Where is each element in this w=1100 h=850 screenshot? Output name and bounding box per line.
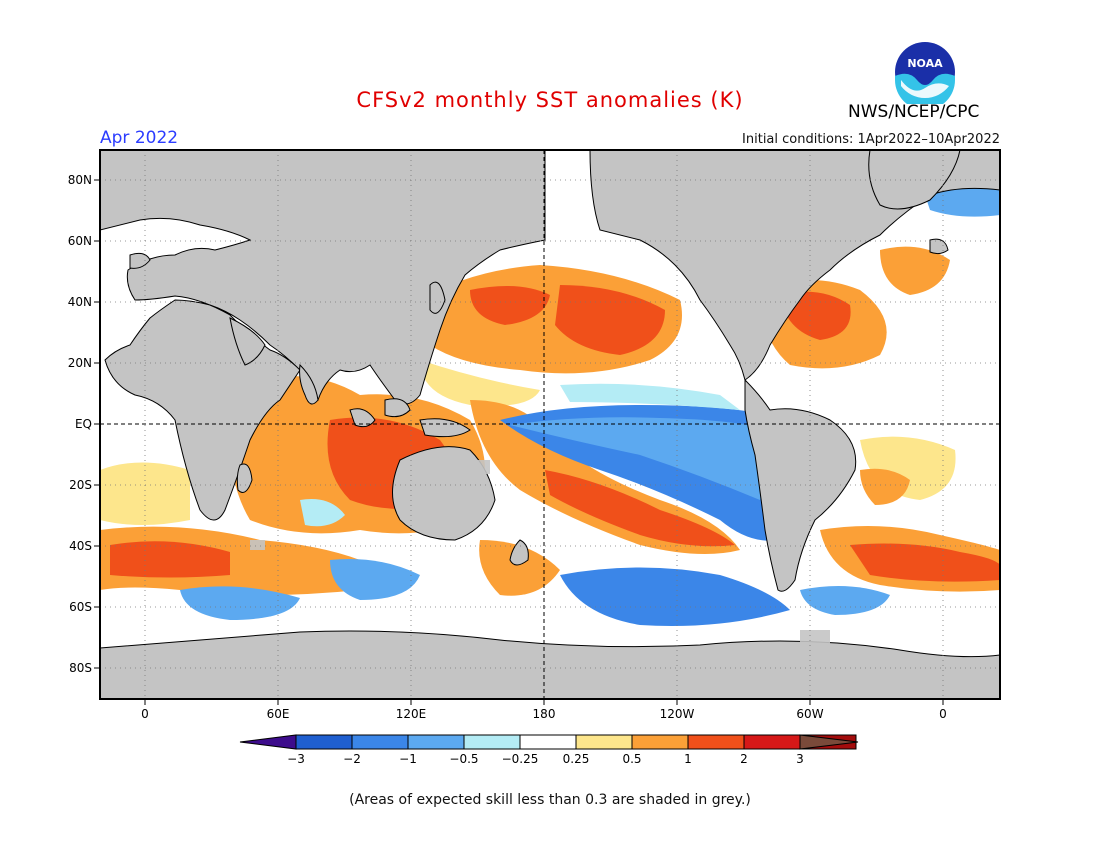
colorbar-label: −1: [399, 752, 417, 766]
latitude-labels: 80N 60N 40N 20N EQ 20S 40S 60S 80S: [68, 173, 92, 675]
colorbar-swatch: [351, 734, 409, 750]
colorbar-swatch: [463, 734, 521, 750]
colorbar-legend: [239, 734, 859, 750]
lat-label: 80S: [69, 661, 92, 675]
colorbar-label: −3: [287, 752, 305, 766]
skill-footnote: (Areas of expected skill less than 0.3 a…: [349, 792, 751, 808]
lat-label: 40S: [69, 539, 92, 553]
colorbar-label: 2: [740, 752, 748, 766]
colorbar-labels: −3 −2 −1 −0.5 −0.25 0.25 0.5 1 2 3: [287, 752, 804, 766]
lat-label: EQ: [75, 417, 92, 431]
lon-label: 180: [533, 707, 556, 721]
lat-label: 60N: [68, 234, 92, 248]
colorbar-label: −2: [343, 752, 361, 766]
lat-label: 80N: [68, 173, 92, 187]
colorbar-label: 3: [796, 752, 804, 766]
colorbar-label: 1: [684, 752, 692, 766]
colorbar-swatch: [687, 734, 745, 750]
agency-label: NWS/NCEP/CPC: [848, 102, 980, 122]
colorbar-swatch: [519, 734, 577, 750]
logo-text: NOAA: [907, 57, 943, 70]
map-title: CFSv2 monthly SST anomalies (K): [356, 88, 744, 112]
colorbar-right-arrow: [799, 734, 859, 750]
land-masses: [100, 150, 1000, 699]
colorbar-label: 0.5: [622, 752, 641, 766]
colorbar-swatch: [631, 734, 689, 750]
lon-label: 120W: [660, 707, 695, 721]
lon-label: 60E: [267, 707, 290, 721]
lat-label: 60S: [69, 600, 92, 614]
colorbar-swatch: [295, 734, 353, 750]
colorbar-swatch: [407, 734, 465, 750]
colorbar-label: 0.25: [563, 752, 590, 766]
colorbar-swatch: [743, 734, 801, 750]
lon-label: 0: [939, 707, 947, 721]
lat-label: 20S: [69, 478, 92, 492]
reference-lines: [100, 150, 1000, 699]
lat-label: 40N: [68, 295, 92, 309]
lon-label: 0: [141, 707, 149, 721]
colorbar-label: −0.5: [449, 752, 478, 766]
graticule: [100, 150, 1000, 699]
lon-label: 120E: [396, 707, 427, 721]
noaa-logo-icon: NOAA: [894, 41, 956, 104]
colorbar-left-arrow: [239, 734, 297, 750]
colorbar-swatch: [575, 734, 633, 750]
lon-label: 60W: [796, 707, 823, 721]
lat-label: 20N: [68, 356, 92, 370]
initial-conditions: Initial conditions: 1Apr2022–10Apr2022: [742, 132, 1000, 147]
colorbar-label: −0.25: [502, 752, 539, 766]
low-skill-regions: [250, 255, 830, 650]
axis-ticks: [94, 179, 944, 705]
longitude-labels: 0 60E 120E 180 120W 60W 0: [141, 707, 947, 721]
forecast-month: Apr 2022: [100, 128, 179, 148]
